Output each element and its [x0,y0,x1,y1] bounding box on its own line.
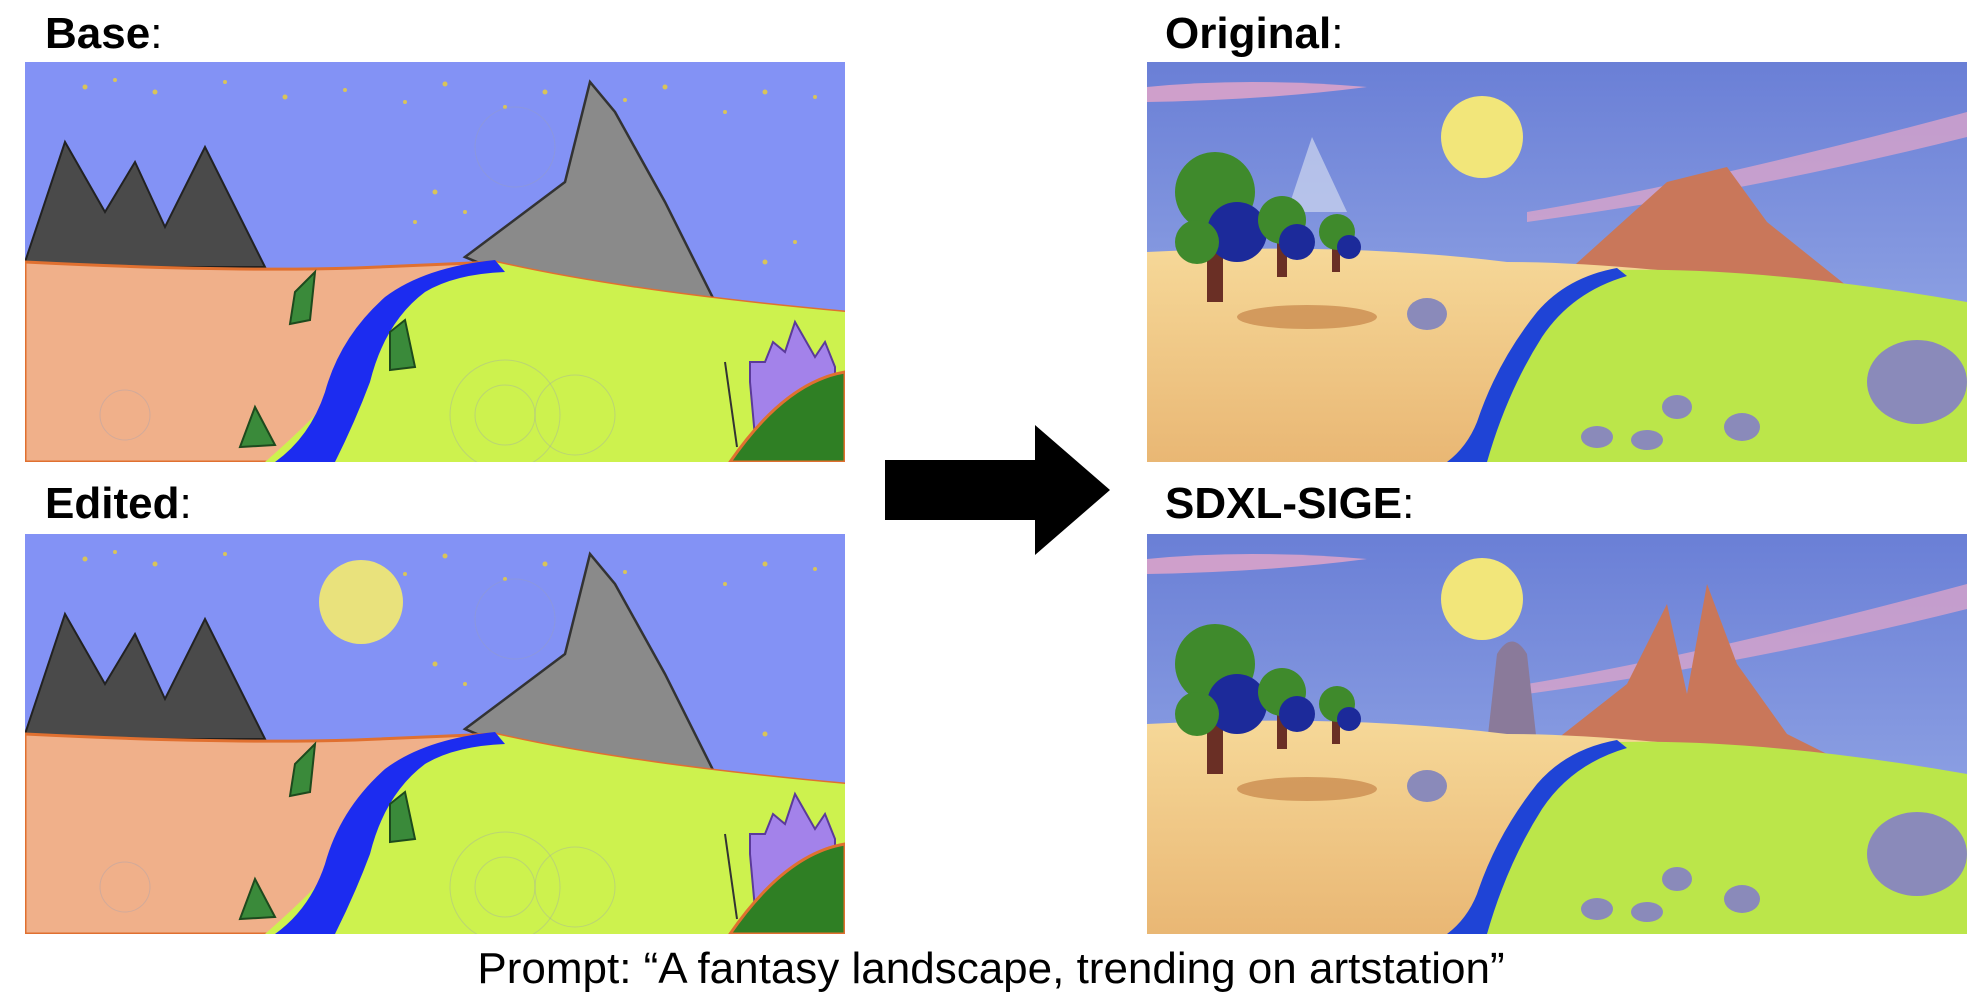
original-render-drawing [1147,62,1967,462]
original-label-colon: : [1331,9,1344,58]
edited-label-colon: : [179,479,192,528]
cloud [1147,554,1367,574]
boulders [1407,770,1967,922]
right-arrow-icon [885,425,1110,555]
tree-shadow [1237,777,1377,801]
cloud [1527,112,1967,222]
trees [1175,624,1361,774]
edited-label: Edited: [45,482,192,526]
grass [1467,741,1967,934]
stars [82,550,817,737]
tree-sketch-1 [288,741,317,798]
rock-mountain [1567,167,1867,302]
hill [728,370,845,462]
original-label-text: Original [1165,9,1332,58]
base-sketch-image [25,62,845,462]
blur-rings [99,106,616,462]
edited-label-text: Edited [45,479,180,528]
rock-mountain [1557,584,1867,774]
cloud [1147,82,1367,102]
river [275,260,505,462]
sige-render-image [1147,534,1967,934]
blur-rings [99,578,616,934]
base-label-colon: : [150,9,163,58]
boulders [1407,298,1967,450]
base-label: Base: [45,12,162,56]
prompt-caption: Prompt: “A fantasy landscape, trending o… [477,944,1505,993]
river [1447,740,1627,934]
sun [1441,558,1523,640]
trees [1175,152,1361,302]
sige-label: SDXL-SIGE: [1165,482,1414,526]
tree-sketch-2 [389,318,417,372]
tree-shadow [1237,305,1377,329]
grass [265,734,845,934]
river [1447,268,1627,462]
rock-spire [1487,641,1537,744]
tree-sketch-3 [238,404,277,449]
sige-label-text: SDXL-SIGE [1165,479,1403,528]
hill [728,842,845,934]
sun [1441,96,1523,178]
base-sketch-drawing [25,62,845,462]
river [275,732,505,934]
edited-sketch-drawing [25,534,845,934]
base-label-text: Base [45,9,151,58]
sige-render-drawing [1147,534,1967,934]
stars [82,78,817,265]
tree-sketch-3 [238,876,277,921]
grass [1467,269,1967,462]
tree-sketch-2 [389,790,417,844]
original-render-image [1147,62,1967,462]
tree-sketch-1 [288,269,317,326]
sige-label-colon: : [1402,479,1415,528]
original-label: Original: [1165,12,1343,56]
edited-sketch-image [25,534,845,934]
grass [265,262,845,462]
sun-sketch [319,560,403,644]
